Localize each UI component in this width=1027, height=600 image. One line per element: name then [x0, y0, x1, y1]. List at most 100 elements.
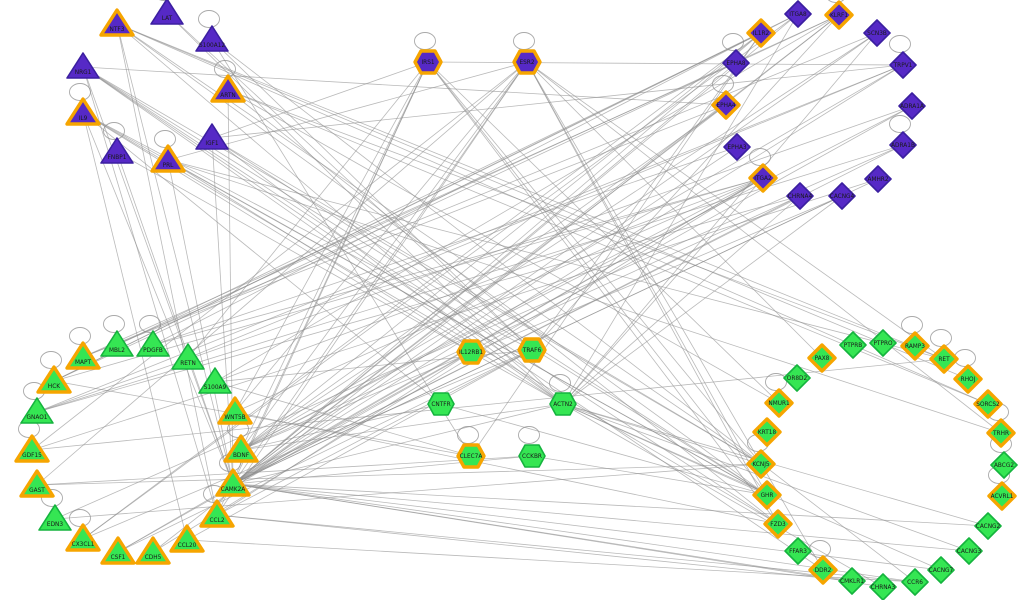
- node-RHOJ[interactable]: RHOJ: [953, 364, 983, 394]
- edge-NTF3-RET: [116, 23, 945, 360]
- dia-shape-CHRNA3: [869, 573, 897, 600]
- tri-shape-LAT: [150, 0, 184, 25]
- node-ACTN2[interactable]: ACTN2: [549, 392, 577, 416]
- dia-shape-PTPRB: [839, 331, 867, 359]
- edge-CSF1-TRAF6: [117, 349, 533, 553]
- node-AMHR2[interactable]: AMHR2: [864, 165, 892, 193]
- edge-IGF1-CAMK2A: [211, 137, 234, 485]
- node-PDGFB[interactable]: PDGFB: [136, 330, 170, 357]
- tri-shape-HCK: [36, 365, 72, 394]
- node-RAMP3[interactable]: RAMP3: [900, 331, 930, 361]
- edge-CCL2-CMKLR1: [216, 514, 853, 582]
- node-ESR2[interactable]: ESR2: [512, 49, 542, 75]
- node-FFAR3[interactable]: FFAR3: [784, 537, 812, 565]
- edge-NRG1-EPHA4: [82, 66, 727, 106]
- node-NRG1[interactable]: NRG1: [66, 52, 100, 79]
- edge-CCKBR-GHR: [531, 455, 768, 496]
- edge-WNT5B-FZD3: [234, 411, 779, 525]
- dia-shape-PAX8: [807, 343, 837, 373]
- node-ITGA8[interactable]: ITGA8: [784, 0, 812, 28]
- node-IRS1[interactable]: IRS1: [413, 49, 443, 75]
- node-CCR6[interactable]: CCR6: [901, 568, 929, 596]
- node-KRT18[interactable]: KRT18: [752, 417, 782, 447]
- edge-IL9-CAMK2A: [82, 112, 234, 485]
- self-loop-S100A12: [198, 10, 220, 28]
- edge-CCL2-IL12RB1: [216, 351, 472, 516]
- node-CNTFR[interactable]: CNTFR: [427, 392, 455, 416]
- node-KLRF1[interactable]: KLRF1: [824, 0, 854, 30]
- edge-IGF1-ACTN2: [211, 137, 564, 405]
- node-CX3CL1[interactable]: CX3CL1: [65, 523, 101, 552]
- edge-PRL-RET: [167, 159, 945, 360]
- node-CACNG2[interactable]: CACNG2: [974, 512, 1002, 540]
- edge-FNBP1-CAMK2A: [116, 151, 234, 485]
- node-IL9[interactable]: IL9: [65, 97, 101, 126]
- node-TRPV1[interactable]: TRPV1: [889, 51, 917, 79]
- tri-shape-IGF1: [195, 123, 229, 150]
- dia-shape-ABCG2: [990, 451, 1018, 479]
- edge-ARTN-FZD3: [227, 89, 779, 525]
- self-loop-ESR2: [513, 32, 535, 50]
- node-LAT[interactable]: LAT: [150, 0, 184, 25]
- node-FNBP1[interactable]: FNBP1: [100, 137, 134, 164]
- node-TRHR[interactable]: TRHR: [986, 418, 1016, 448]
- node-ACVRL1[interactable]: ACVRL1: [987, 481, 1017, 511]
- node-IL1R2[interactable]: IL1R2: [746, 18, 776, 48]
- node-CCKBR[interactable]: CCKBR: [518, 444, 546, 468]
- node-CACNG7[interactable]: CACNG7: [927, 556, 955, 584]
- tri-shape-EDN3: [38, 504, 72, 531]
- node-ADRA1B[interactable]: ADRA1B: [889, 131, 917, 159]
- edge-EDN3-KCNJ5: [54, 463, 762, 520]
- node-RET[interactable]: RET: [929, 344, 959, 374]
- node-ADRA1A[interactable]: ADRA1A: [898, 92, 926, 120]
- node-CAMK2A[interactable]: CAMK2A: [215, 468, 251, 497]
- node-S100A12[interactable]: S100A12: [195, 25, 229, 52]
- dia-shape-CCR6: [901, 568, 929, 596]
- node-PTPRB[interactable]: PTPRB: [839, 331, 867, 359]
- self-loop-HCK: [40, 351, 62, 369]
- edge-CAMK2A-CACNG3: [232, 483, 970, 552]
- edge-IRS1-NMUR1: [427, 61, 780, 404]
- node-CCL20[interactable]: CCL20: [169, 524, 205, 553]
- node-CACNG4[interactable]: CACNG4: [828, 182, 856, 210]
- node-EPHA8[interactable]: EPHA8: [722, 49, 750, 77]
- node-WNT5B[interactable]: WNT5B: [217, 396, 253, 425]
- dia-shape-TRPV1: [889, 51, 917, 79]
- edge-IL9-TRAF6: [82, 112, 533, 351]
- node-ABCG2[interactable]: ABCG2: [990, 451, 1018, 479]
- node-MAPT[interactable]: MAPT: [65, 341, 101, 370]
- edge-CX3CL1-IL1R2: [82, 32, 762, 540]
- node-CDH5[interactable]: CDH5: [135, 536, 171, 565]
- edge-PRL-ESR2: [167, 61, 528, 161]
- node-CHRNA4[interactable]: CHRNA4: [786, 182, 814, 210]
- node-CCL2[interactable]: CCL2: [199, 499, 235, 528]
- node-MBL2[interactable]: MBL2: [100, 330, 134, 357]
- node-IL12RB1[interactable]: IL12RB1: [456, 339, 486, 365]
- edge-BDNF-ADRA1A: [240, 105, 913, 451]
- node-CLEC7A[interactable]: CLEC7A: [456, 443, 486, 469]
- node-GNAO1[interactable]: GNAO1: [20, 397, 54, 424]
- node-NTF3[interactable]: NTF3: [99, 8, 135, 37]
- node-EDN3[interactable]: EDN3: [38, 504, 72, 531]
- node-CACNG3[interactable]: CACNG3: [955, 537, 983, 565]
- edge-PDGFB-ITGA8: [152, 13, 799, 346]
- dia-shape-EPHA4: [711, 90, 741, 120]
- node-GAST[interactable]: GAST: [19, 469, 55, 498]
- tri-shape-NRG1: [66, 52, 100, 79]
- node-KCNJ5[interactable]: KCNJ5: [746, 449, 776, 479]
- node-RETN[interactable]: RETN: [171, 343, 205, 370]
- node-SCN3B[interactable]: SCN3B: [863, 19, 891, 47]
- dia-shape-ACVRL1: [987, 481, 1017, 511]
- dia-shape-CACNG4: [828, 182, 856, 210]
- node-TRAF6[interactable]: TRAF6: [517, 337, 547, 363]
- node-CSF1[interactable]: CSF1: [100, 536, 136, 565]
- edge-IL9-IL12RB1: [82, 112, 472, 353]
- node-GHR[interactable]: GHR: [752, 480, 782, 510]
- dia-shape-CHRNA4: [786, 182, 814, 210]
- node-HCK[interactable]: HCK: [36, 365, 72, 394]
- edge-MAPT-EPHA4: [82, 104, 727, 358]
- edge-NRG1-CAMK2A: [82, 66, 234, 485]
- edge-HCK-ITGA2: [53, 177, 764, 382]
- node-SORCS2[interactable]: SORCS2: [973, 389, 1003, 419]
